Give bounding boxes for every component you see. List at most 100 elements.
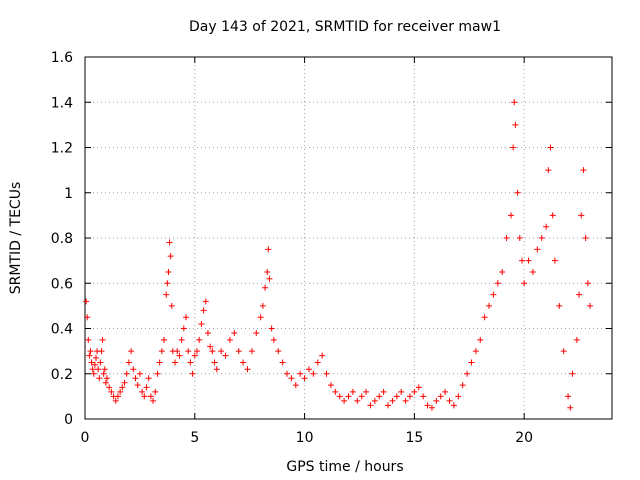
data-point	[108, 388, 115, 395]
data-point	[268, 325, 275, 332]
data-point	[499, 268, 506, 275]
data-point	[253, 330, 260, 337]
data-point	[187, 359, 194, 366]
data-point	[86, 352, 93, 359]
data-point	[85, 336, 92, 343]
data-point	[119, 384, 126, 391]
data-point	[98, 348, 105, 355]
data-point	[275, 348, 282, 355]
data-point	[141, 393, 148, 400]
y-tick-label: 0.4	[51, 322, 73, 338]
data-point	[580, 167, 587, 174]
data-points	[83, 99, 594, 411]
data-point	[549, 212, 556, 219]
data-point	[180, 325, 187, 332]
data-point	[121, 379, 128, 386]
data-point	[154, 370, 161, 377]
data-point	[358, 393, 365, 400]
data-point	[446, 397, 453, 404]
data-point	[363, 388, 370, 395]
data-point	[99, 336, 106, 343]
data-point	[226, 336, 233, 343]
data-point	[189, 370, 196, 377]
data-point	[172, 359, 179, 366]
data-point	[437, 393, 444, 400]
data-point	[468, 359, 475, 366]
data-point	[567, 404, 574, 411]
y-tick-label: 1.2	[51, 141, 73, 157]
data-point	[284, 370, 291, 377]
y-tick-label: 0	[64, 412, 73, 428]
x-tick-label: 10	[296, 430, 314, 446]
x-tick-label: 5	[190, 430, 199, 446]
data-point	[200, 307, 207, 314]
data-point	[213, 366, 220, 373]
data-point	[560, 348, 567, 355]
data-point	[584, 280, 591, 287]
data-point	[464, 370, 471, 377]
data-point	[167, 253, 174, 260]
data-point	[341, 397, 348, 404]
data-point	[545, 167, 552, 174]
data-point	[534, 246, 541, 253]
data-point	[123, 370, 130, 377]
data-point	[525, 257, 532, 264]
data-point	[112, 397, 119, 404]
data-point	[380, 388, 387, 395]
data-point	[376, 393, 383, 400]
data-point	[510, 144, 517, 151]
data-point	[301, 375, 308, 382]
data-point	[310, 370, 317, 377]
data-point	[117, 388, 124, 395]
grid-lines	[85, 57, 612, 419]
data-point	[202, 298, 209, 305]
data-point	[486, 302, 493, 309]
y-tick-label: 1.6	[51, 50, 73, 66]
data-point	[218, 348, 225, 355]
chart-title: Day 143 of 2021, SRMTID for receiver maw…	[189, 19, 501, 35]
data-point	[415, 384, 422, 391]
data-point	[95, 366, 102, 373]
data-point	[106, 384, 113, 391]
data-point	[207, 343, 214, 350]
data-point	[516, 235, 523, 241]
data-point	[433, 397, 440, 404]
data-point	[371, 397, 378, 404]
data-point	[459, 382, 466, 389]
data-point	[101, 366, 108, 373]
data-point	[349, 388, 356, 395]
axis-ticks	[84, 56, 612, 420]
data-point	[442, 388, 449, 395]
data-point	[582, 235, 589, 241]
data-point	[174, 348, 181, 355]
data-point	[136, 370, 143, 377]
data-point	[543, 223, 550, 230]
data-point	[163, 291, 170, 298]
data-point	[262, 284, 269, 291]
data-point	[178, 336, 185, 343]
data-point	[134, 382, 141, 389]
data-point	[183, 314, 190, 321]
data-point	[130, 366, 137, 373]
data-point	[336, 393, 343, 400]
data-point	[147, 393, 154, 400]
data-point	[576, 291, 583, 298]
data-point	[92, 354, 99, 361]
data-point	[389, 397, 396, 404]
data-point	[514, 189, 521, 196]
data-point	[266, 275, 273, 282]
data-point	[556, 302, 563, 309]
data-point	[257, 314, 264, 321]
data-point	[503, 235, 510, 241]
data-point	[89, 366, 96, 373]
data-point	[83, 298, 90, 305]
data-point	[125, 359, 132, 366]
data-point	[103, 375, 110, 382]
data-point	[428, 404, 435, 411]
data-point	[270, 336, 277, 343]
data-point	[521, 280, 528, 287]
data-point	[518, 257, 525, 264]
data-point	[569, 370, 576, 377]
data-point	[248, 348, 255, 355]
data-point	[450, 402, 457, 409]
